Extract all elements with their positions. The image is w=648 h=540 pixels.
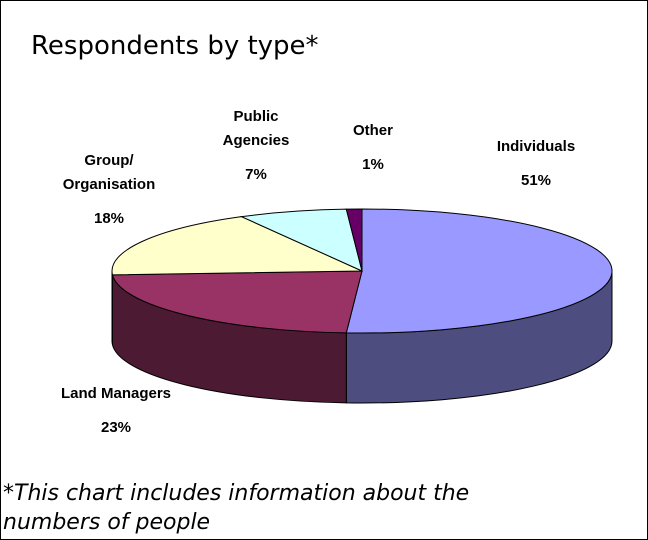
data-label: Other 1%: [333, 119, 413, 177]
value-label: 1%: [362, 156, 384, 173]
footnote: *This chart includes information about t…: [3, 481, 470, 535]
chart-title: Respondents by type*: [31, 31, 319, 61]
value-label: 51%: [520, 172, 552, 189]
data-label: Land Managers 23%: [36, 382, 196, 440]
pie-slice: [345, 208, 613, 334]
value-label: 23%: [100, 419, 132, 436]
pie-slice: [345, 208, 363, 272]
data-label: Group/ Organisation 18%: [49, 149, 169, 231]
pie-slice: [111, 216, 363, 276]
pie-slice: [239, 208, 363, 272]
category-label: Land Managers: [60, 385, 172, 402]
value-label: 18%: [93, 210, 125, 227]
category-label: Public Agencies: [222, 108, 290, 149]
category-label: Other: [352, 122, 393, 139]
value-label: 7%: [245, 166, 267, 183]
data-label: Public Agencies 7%: [211, 105, 301, 187]
category-label: Individuals: [496, 138, 576, 155]
pie-slice: [111, 270, 363, 334]
category-label: Group/ Organisation: [62, 152, 156, 193]
data-label: Individuals 51%: [476, 135, 596, 193]
